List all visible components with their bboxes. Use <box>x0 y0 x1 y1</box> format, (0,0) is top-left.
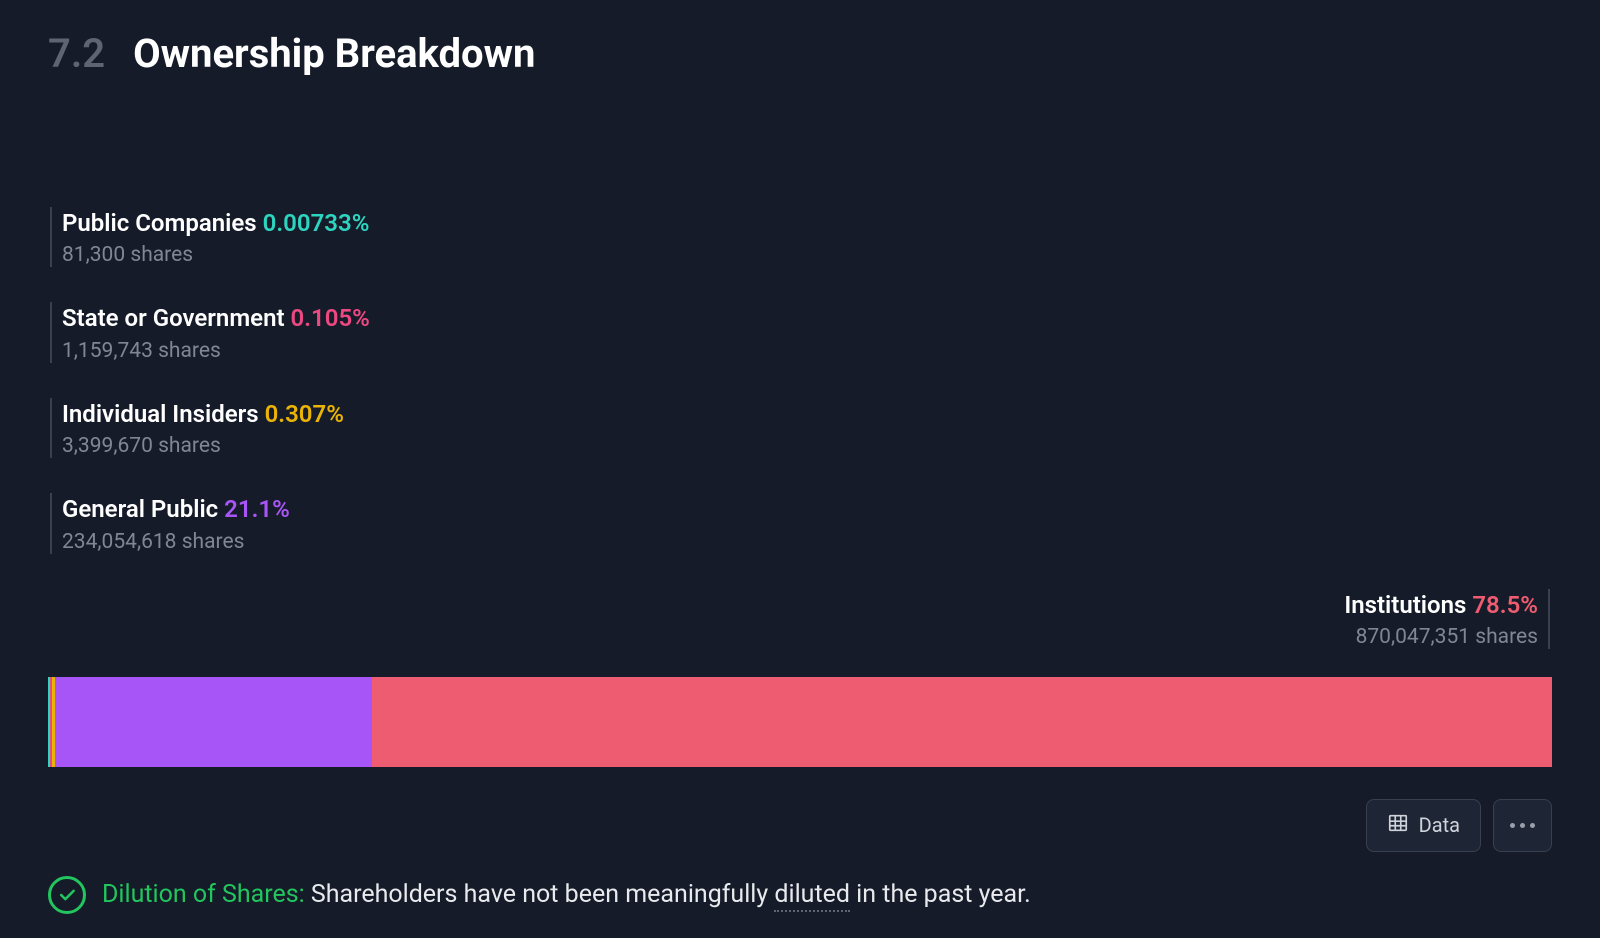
section-title: Ownership Breakdown <box>133 30 535 77</box>
ownership-name: Public Companies <box>62 209 263 237</box>
stacked-bar <box>48 677 1552 767</box>
right-labels-group: Institutions 78.5% 870,047,351 shares <box>48 589 1552 649</box>
footer-text-after: in the past year. <box>850 880 1031 909</box>
ownership-name: Individual Insiders <box>62 400 265 428</box>
ownership-shares: 870,047,351 shares <box>48 625 1538 649</box>
ownership-label-top: State or Government 0.105% <box>62 302 1552 334</box>
data-button-label: Data <box>1419 813 1460 837</box>
section-header: 7.2 Ownership Breakdown <box>48 30 1552 77</box>
ownership-chart: Public Companies 0.00733% 81,300 shares St… <box>48 207 1552 767</box>
ownership-name: Institutions <box>1344 591 1472 619</box>
check-circle-icon <box>48 876 86 914</box>
ownership-percent: 0.105% <box>291 304 370 332</box>
ownership-percent: 0.00733% <box>263 209 370 237</box>
ownership-percent: 0.307% <box>265 400 344 428</box>
footer-text-before: Shareholders have not been meaningfully <box>311 880 775 909</box>
ownership-name: General Public <box>62 495 224 523</box>
ownership-label-state_or_government: State or Government 0.105% 1,159,743 shar… <box>50 302 1552 362</box>
chart-actions: Data <box>48 799 1552 852</box>
section-number: 7.2 <box>48 30 105 77</box>
bar-segment-general_public[interactable] <box>55 677 372 767</box>
ownership-shares: 81,300 shares <box>62 243 1552 267</box>
ownership-label-individual_insiders: Individual Insiders 0.307% 3,399,670 shar… <box>50 398 1552 458</box>
footer-text: Shareholders have not been meaningfully … <box>311 880 1031 912</box>
footer-label: Dilution of Shares: <box>102 880 305 909</box>
ownership-label-public_companies: Public Companies 0.00733% 81,300 shares <box>50 207 1552 267</box>
dilution-note: Dilution of Shares: Shareholders have no… <box>48 876 1552 914</box>
table-icon <box>1387 812 1409 839</box>
footer-dotted-word[interactable]: diluted <box>774 880 850 912</box>
ownership-label-top: General Public 21.1% <box>62 493 1552 525</box>
ellipsis-icon <box>1510 823 1535 828</box>
ownership-label-institutions: Institutions 78.5% 870,047,351 shares <box>48 589 1550 649</box>
ownership-label-top: Institutions 78.5% <box>48 589 1538 621</box>
ownership-percent: 21.1% <box>224 495 290 523</box>
bar-segment-institutions[interactable] <box>372 677 1552 767</box>
ownership-shares: 234,054,618 shares <box>62 530 1552 554</box>
footer-text-wrap: Dilution of Shares: Shareholders have no… <box>102 880 1031 909</box>
ownership-name: State or Government <box>62 304 291 332</box>
ownership-label-top: Individual Insiders 0.307% <box>62 398 1552 430</box>
ownership-shares: 1,159,743 shares <box>62 339 1552 363</box>
ownership-label-top: Public Companies 0.00733% <box>62 207 1552 239</box>
data-button[interactable]: Data <box>1366 799 1481 852</box>
ownership-percent: 78.5% <box>1472 591 1538 619</box>
more-button[interactable] <box>1493 799 1552 852</box>
ownership-label-general_public: General Public 21.1% 234,054,618 shares <box>50 493 1552 553</box>
ownership-shares: 3,399,670 shares <box>62 434 1552 458</box>
left-labels-group: Public Companies 0.00733% 81,300 shares St… <box>48 207 1552 554</box>
